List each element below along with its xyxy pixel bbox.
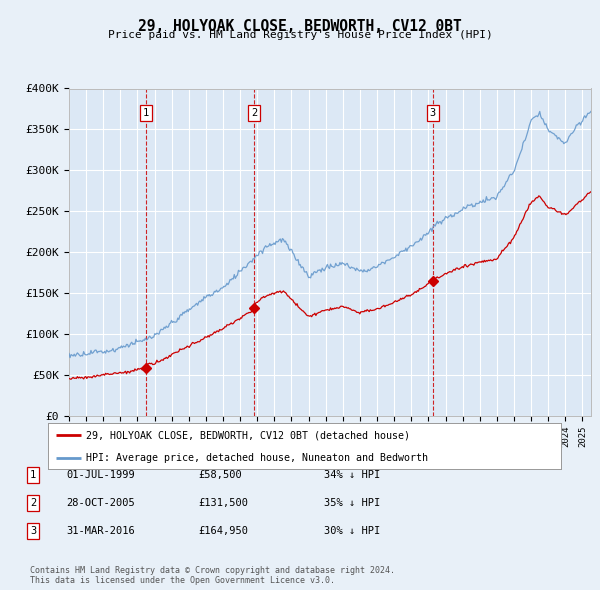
Text: £58,500: £58,500 <box>198 470 242 480</box>
Text: 29, HOLYOAK CLOSE, BEDWORTH, CV12 0BT: 29, HOLYOAK CLOSE, BEDWORTH, CV12 0BT <box>138 19 462 34</box>
Text: 30% ↓ HPI: 30% ↓ HPI <box>324 526 380 536</box>
Text: 3: 3 <box>30 526 36 536</box>
Text: 2: 2 <box>251 108 257 118</box>
Text: £164,950: £164,950 <box>198 526 248 536</box>
Text: 34% ↓ HPI: 34% ↓ HPI <box>324 470 380 480</box>
Text: 31-MAR-2016: 31-MAR-2016 <box>66 526 135 536</box>
Text: 3: 3 <box>430 108 436 118</box>
Text: 1: 1 <box>30 470 36 480</box>
Text: Price paid vs. HM Land Registry's House Price Index (HPI): Price paid vs. HM Land Registry's House … <box>107 30 493 40</box>
Text: Contains HM Land Registry data © Crown copyright and database right 2024.
This d: Contains HM Land Registry data © Crown c… <box>30 566 395 585</box>
Text: 1: 1 <box>143 108 149 118</box>
Text: 2: 2 <box>30 498 36 507</box>
Text: 28-OCT-2005: 28-OCT-2005 <box>66 498 135 507</box>
Text: 35% ↓ HPI: 35% ↓ HPI <box>324 498 380 507</box>
Text: HPI: Average price, detached house, Nuneaton and Bedworth: HPI: Average price, detached house, Nune… <box>86 453 428 463</box>
Text: £131,500: £131,500 <box>198 498 248 507</box>
Text: 01-JUL-1999: 01-JUL-1999 <box>66 470 135 480</box>
Text: 29, HOLYOAK CLOSE, BEDWORTH, CV12 0BT (detached house): 29, HOLYOAK CLOSE, BEDWORTH, CV12 0BT (d… <box>86 431 410 441</box>
